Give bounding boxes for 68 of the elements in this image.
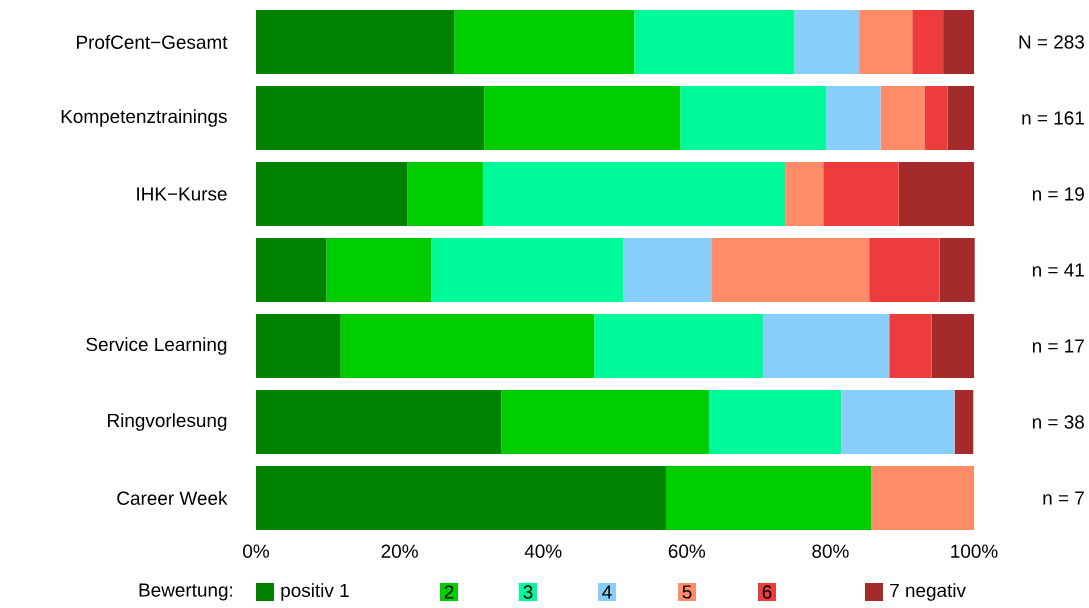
legend-label: 7 negativ <box>890 583 966 601</box>
bar <box>859 10 913 74</box>
bar <box>256 162 408 226</box>
bar <box>256 10 455 74</box>
bar <box>826 86 881 150</box>
bar <box>256 390 502 454</box>
x-tick-label: 60% <box>668 544 706 558</box>
text: 4 <box>602 585 612 599</box>
bar <box>939 238 975 302</box>
bar <box>484 86 681 150</box>
legend-title: Bewertung: <box>139 583 233 601</box>
text: n = 7 <box>1043 491 1084 505</box>
text: 2 <box>444 585 454 599</box>
text: n = 19 <box>1032 187 1084 201</box>
bar <box>711 238 870 302</box>
bar <box>256 466 666 530</box>
bar <box>943 10 975 74</box>
bar <box>762 314 890 378</box>
bar <box>594 314 763 378</box>
bar <box>623 238 712 302</box>
bar <box>256 86 485 150</box>
text: 6 <box>762 585 772 599</box>
text: n = 41 <box>1032 263 1084 277</box>
bar <box>634 10 795 74</box>
bar <box>256 314 341 378</box>
y-tick-label: Career Week <box>117 491 228 505</box>
bar <box>869 238 940 302</box>
legend-label: positiv 1 <box>281 583 349 601</box>
bar <box>841 390 955 454</box>
bar <box>912 10 944 74</box>
y-tick-label: ProfCent−Gesamt <box>77 35 228 49</box>
x-tick-label: 20% <box>381 544 418 558</box>
bar <box>454 10 635 74</box>
text: N = 283 <box>1019 35 1084 49</box>
bar <box>794 10 860 74</box>
bar <box>326 238 432 302</box>
bar <box>340 314 595 378</box>
bar <box>482 162 786 226</box>
text: 5 <box>682 585 692 599</box>
bar <box>256 238 327 302</box>
bar <box>823 162 899 226</box>
bar <box>680 86 827 150</box>
bar <box>501 390 710 454</box>
y-tick-label: Kompetenztrainings <box>61 109 227 127</box>
x-tick-label: 80% <box>812 544 849 558</box>
x-tick-label: 40% <box>524 544 562 558</box>
text: 3 <box>523 585 533 599</box>
bar <box>785 162 824 226</box>
bar <box>947 86 975 150</box>
bar <box>665 466 872 530</box>
y-tick-label: Service Learning <box>86 337 227 355</box>
bar <box>954 390 974 454</box>
bar <box>880 86 925 150</box>
x-tick-label: 100% <box>951 544 998 558</box>
text: n = 17 <box>1032 339 1084 353</box>
bar <box>898 162 975 226</box>
bar <box>871 466 975 530</box>
bar <box>924 86 948 150</box>
text: n = 38 <box>1032 415 1084 429</box>
bar <box>709 390 842 454</box>
y-tick-label: Ringvorlesung <box>108 413 227 431</box>
bar <box>407 162 483 226</box>
bar <box>889 314 932 378</box>
text: n = 161 <box>1022 111 1084 125</box>
y-tick-label: IHK−Kurse <box>137 187 227 201</box>
x-tick-label: 0% <box>243 544 269 558</box>
bar <box>931 314 975 378</box>
bar <box>431 238 624 302</box>
